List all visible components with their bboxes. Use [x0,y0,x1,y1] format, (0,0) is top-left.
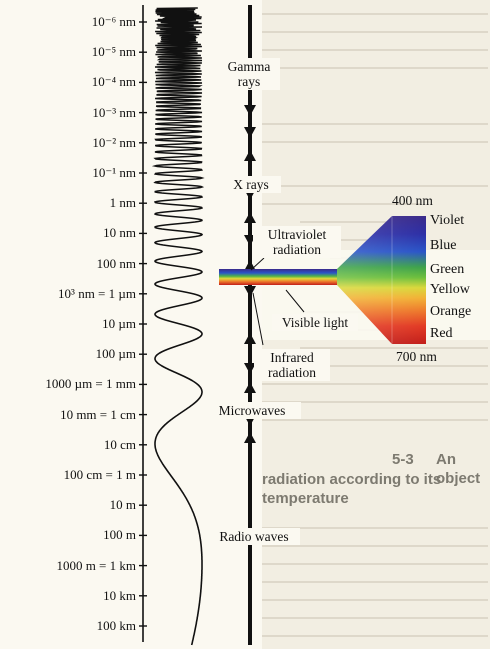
scale-label: 10 cm [103,436,136,452]
scale-label: 10 nm [103,225,136,241]
visible-leader-line [285,289,305,313]
spectrum-top-wavelength: 400 nm [392,193,433,208]
scale-label: 10⁻⁵ nm [91,44,136,60]
arrowhead-down [244,105,256,116]
scale-label: 10 m [109,497,136,513]
scale-label: 100 cm = 1 m [63,467,136,482]
color-label-green: Green [430,262,465,277]
band-label-radio: Radio waves [208,528,300,545]
arrowhead-down [244,286,256,297]
arrowhead-up [244,382,256,393]
scale-label: 1000 m = 1 km [56,557,136,573]
color-label-yellow: Yellow [430,282,470,297]
scale-label: 10 mm = 1 cm [60,406,136,422]
wave-illustration [151,7,205,646]
arrowhead-up [244,432,256,443]
scale-label: 10⁻³ nm [92,104,136,120]
scale-label: 100 m [103,527,136,543]
scale-label: 100 nm [96,255,136,271]
band-label-infrared: Infrared radiation [254,349,330,381]
color-label-red: Red [430,326,453,341]
visible-light-beam [219,269,337,285]
background-section-title-line2: radiation according to its temperature [262,471,442,507]
arrowhead-up [244,150,256,161]
band-label-ultraviolet: Ultraviolet radiation [253,226,341,258]
band-label-gamma: Gamma rays [218,58,280,90]
band-label-xrays: X rays [221,176,281,193]
scale-label: 10⁻² nm [92,134,136,150]
scale-label: 100 km [96,618,136,633]
scale-ticks [139,21,147,627]
color-label-orange: Orange [430,304,472,319]
arrowhead-up [244,212,256,223]
scale-label: 1000 µm = 1 mm [45,376,136,392]
background-section-title: An object [436,451,481,487]
uv-leader-line [250,257,265,271]
band-label-microwaves: Microwaves [203,402,301,419]
scale-label: 100 µm [95,346,136,362]
arrowhead-down [244,127,256,138]
scale-label: 1 nm [109,195,136,211]
scale-label: 10 µm [102,316,136,331]
scale-label: 10³ nm = 1 µm [58,285,136,301]
background-section-heading: 5-3 [392,451,414,468]
color-label-violet: Violet [430,213,465,228]
color-label-blue: Blue [430,238,457,253]
arrowhead-up [244,333,256,344]
scale-label: 10⁻⁴ nm [91,74,136,90]
scale-label: 10⁻⁶ nm [91,14,136,29]
arrowhead-down [244,363,256,374]
spectrum-bottom-wavelength: 700 nm [396,349,437,364]
scale-label: 10 km [103,587,136,603]
band-label-visible: Visible light [272,314,358,331]
infrared-leader-line [252,292,264,346]
scale-label: 10⁻¹ nm [92,165,136,180]
